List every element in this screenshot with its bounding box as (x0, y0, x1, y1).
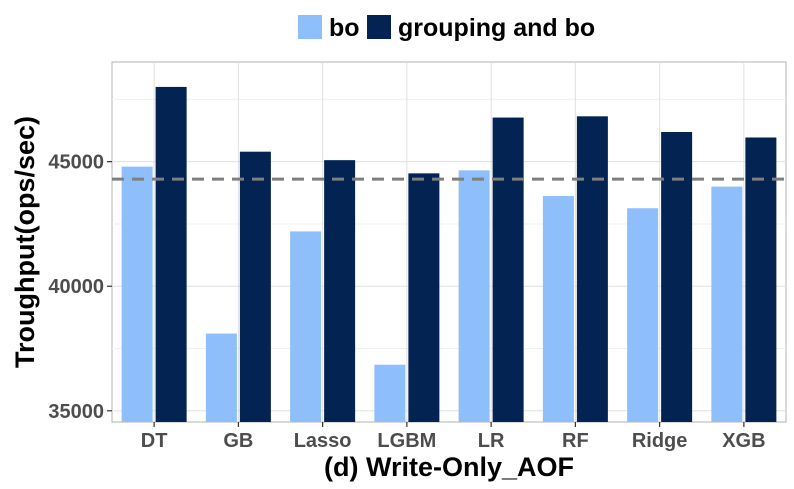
bar-bo-xgb (711, 186, 743, 422)
bar-bo-lasso (290, 231, 322, 422)
x-tick-label-gb: GB (223, 430, 253, 452)
x-axis-title: (d) Write-Only_AOF (324, 452, 574, 482)
bar-grouping-and-bo-rf (576, 116, 608, 423)
x-tick-label-lgbm: LGBM (377, 430, 436, 452)
bar-grouping-and-bo-xgb (745, 137, 777, 422)
x-tick-label-lr: LR (478, 430, 505, 452)
bar-bo-lr (458, 170, 490, 422)
bar-grouping-and-bo-lgbm (408, 173, 440, 422)
x-tick-label-ridge: Ridge (632, 430, 688, 452)
y-tick-label: 45000 (48, 152, 104, 174)
x-tick-label-dt: DT (141, 430, 168, 452)
bar-grouping-and-bo-dt (155, 86, 187, 422)
legend-label-grouping-and-bo: grouping and bo (398, 14, 595, 42)
y-tick-label: 40000 (48, 276, 104, 298)
x-tick-label-rf: RF (562, 430, 589, 452)
bar-grouping-and-bo-lasso (324, 160, 356, 422)
bar-bo-dt (121, 166, 153, 422)
y-axis-title: Troughput(ops/sec) (10, 116, 40, 368)
y-tick-label: 35000 (48, 401, 104, 423)
bar-grouping-and-bo-gb (239, 151, 271, 422)
bar-bo-gb (205, 333, 237, 422)
bars-group (121, 86, 777, 423)
bar-bo-lgbm (374, 364, 406, 422)
x-tick-label-xgb: XGB (722, 430, 765, 452)
legend-swatch-grouping-and-bo (367, 15, 391, 39)
legend-swatch-bo (298, 15, 322, 39)
legend-label-bo: bo (329, 14, 360, 42)
bar-grouping-and-bo-ridge (661, 132, 693, 422)
x-axis-ticks: DT GB Lasso LGBM LR RF Ridge XGB (141, 422, 766, 452)
y-axis-ticks: 35000 40000 45000 (48, 152, 112, 423)
bar-bo-rf (542, 196, 574, 422)
x-tick-label-lasso: Lasso (294, 430, 352, 452)
bar-bo-ridge (627, 208, 659, 422)
bar-grouping-and-bo-lr (492, 117, 524, 422)
legend: bo grouping and bo (298, 14, 595, 42)
